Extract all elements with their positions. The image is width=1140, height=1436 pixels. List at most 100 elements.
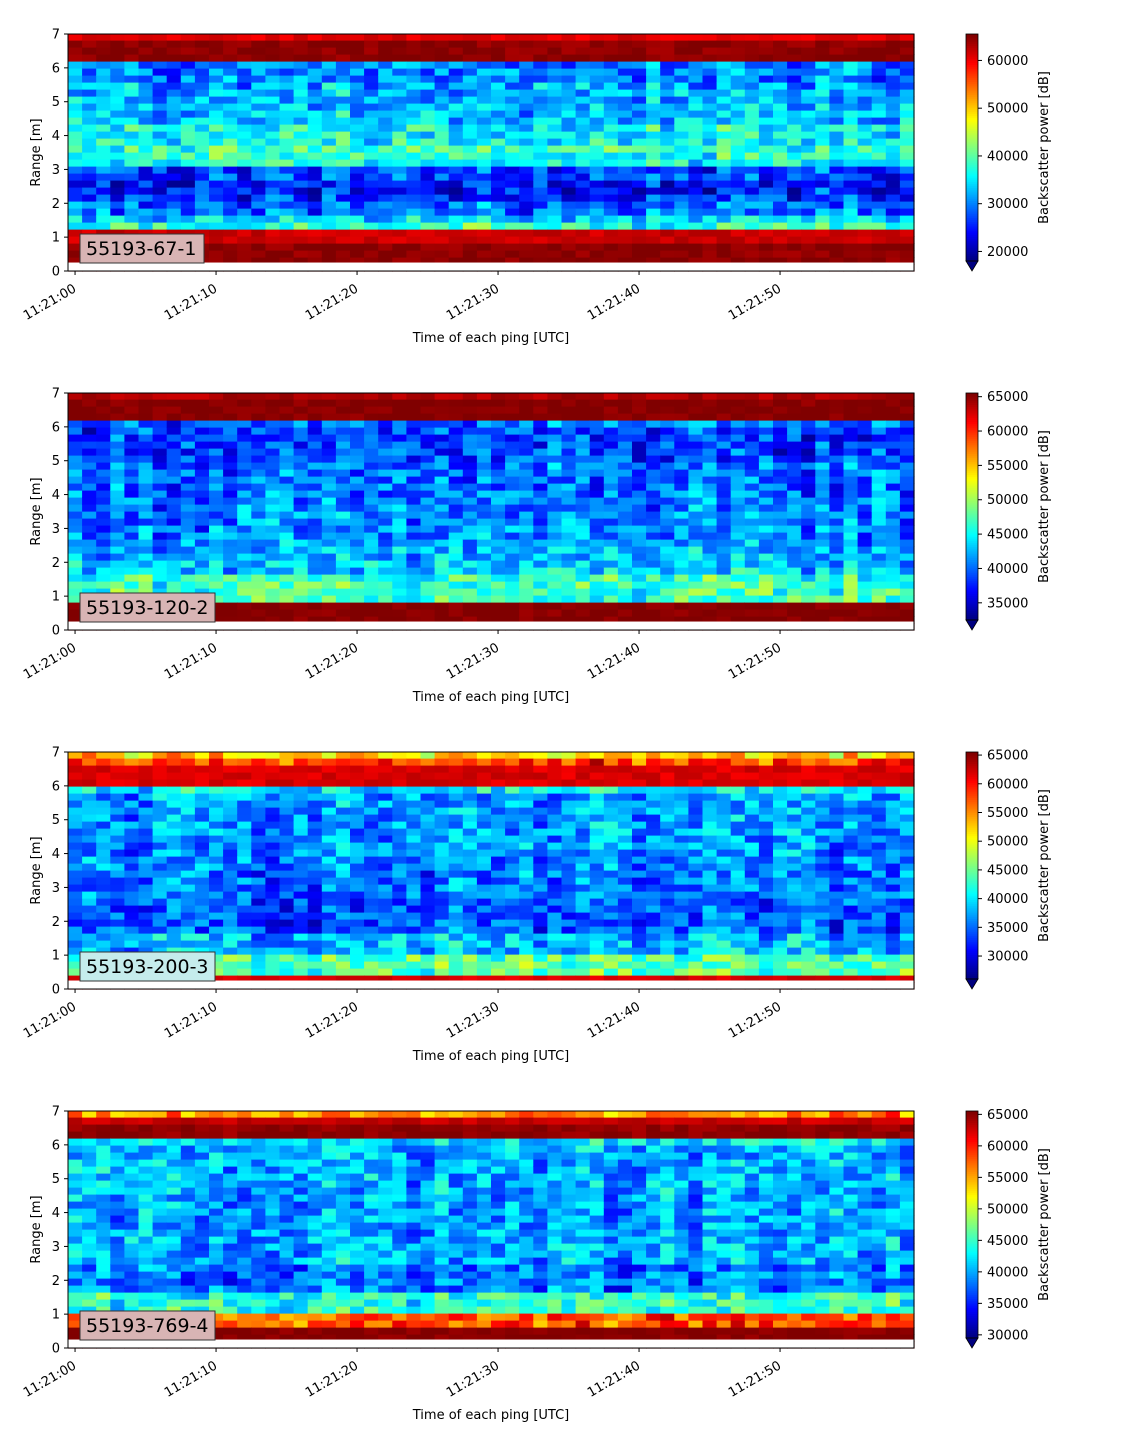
heatmap-cell [350,257,365,265]
heatmap-cell [688,546,704,554]
heatmap-cell [787,103,802,111]
heatmap-cell [378,448,393,456]
heatmap-cell [857,441,873,449]
heatmap-cell [265,483,281,491]
heatmap-cell [307,110,323,118]
heatmap-cell [801,602,816,610]
colorbar-step [966,546,978,549]
heatmap-cell [646,427,661,435]
heatmap-cell [561,420,577,428]
heatmap-cell [293,588,309,596]
heatmap-cell [251,427,266,435]
colorbar-step [966,58,978,62]
heatmap-cell [744,208,760,216]
heatmap-cell [152,47,168,55]
heatmap-cell [885,103,901,111]
heatmap-cell [603,455,619,463]
heatmap-cell [237,393,252,400]
heatmap-cell [575,103,591,111]
heatmap-cell [617,518,633,526]
heatmap-cell [209,968,224,976]
heatmap-cell [899,61,915,69]
heatmap-cell [110,511,125,519]
heatmap-cell [237,250,252,258]
heatmap-cell [350,229,365,237]
heatmap-cell [589,602,605,610]
heatmap-cell [209,905,224,913]
heatmap-cell [420,124,436,132]
heatmap-cell [138,145,154,153]
heatmap-cell [773,145,788,153]
colorbar-step [966,451,978,455]
heatmap-cell [843,427,859,435]
heatmap-cell [871,236,887,244]
colorbar-step [966,181,978,185]
heatmap-cell [491,180,506,188]
heatmap-cell [96,905,111,913]
colorbar-step [966,215,978,219]
heatmap-cell [96,581,111,589]
heatmap-cell [378,180,393,188]
heatmap-cell [589,250,605,258]
heatmap-cell [476,539,492,547]
heatmap-cell [434,243,450,251]
heatmap-cell [406,399,422,407]
heatmap-cell [265,765,281,773]
x-tick-label: 11:21:30 [444,640,502,682]
heatmap-cell [265,968,281,976]
heatmap-cell [603,131,619,139]
heatmap-cell [448,187,464,195]
heatmap-cell [166,511,182,519]
heatmap-cell [124,821,140,829]
heatmap-cell [392,434,407,442]
colorbar-step [966,96,978,99]
heatmap-cell [350,616,365,624]
heatmap-cell [96,483,111,491]
heatmap-cell [843,40,859,48]
heatmap-cell [491,504,506,512]
heatmap-cell [138,441,154,449]
heatmap-cell [716,194,732,202]
heatmap-cell [829,413,845,421]
y-tick-label: 2 [52,556,60,571]
heatmap-cell [632,103,647,111]
heatmap-cell [547,215,563,223]
heatmap-cell [758,187,774,195]
heatmap-cell [237,504,252,512]
heatmap-cell [166,898,182,906]
heatmap-cell [392,518,407,526]
colorbar-step [966,480,978,483]
heatmap-cell [519,504,534,512]
heatmap-cell [194,842,210,850]
heatmap-cell [279,870,295,878]
heatmap-cell [533,518,548,526]
heatmap-cell [152,553,168,561]
heatmap-cell [829,476,845,484]
heatmap-cell [815,448,830,456]
heatmap-cell [632,393,647,400]
heatmap-cell [787,250,802,258]
heatmap-cell [773,236,788,244]
heatmap-cell [293,821,309,829]
heatmap-cell [378,434,393,442]
heatmap-cell [378,222,393,230]
heatmap-cell [899,595,915,603]
heatmap-cell [505,448,520,456]
heatmap-cell [730,145,746,153]
heatmap-cell [758,257,774,265]
heatmap-cell [547,455,563,463]
heatmap-cell [166,413,182,421]
heatmap-cell [350,75,365,83]
heatmap-cell [378,553,393,561]
heatmap-cell [420,595,436,603]
heatmap-cell [350,208,365,216]
heatmap-cell [505,511,520,519]
heatmap-cell [223,413,238,421]
heatmap-cell [251,82,266,90]
heatmap-cell [223,779,238,787]
heatmap-cell [68,574,83,582]
heatmap-cell [857,546,873,554]
heatmap-cell [124,448,140,456]
heatmap-cell [180,511,196,519]
heatmap-cell [124,462,140,470]
